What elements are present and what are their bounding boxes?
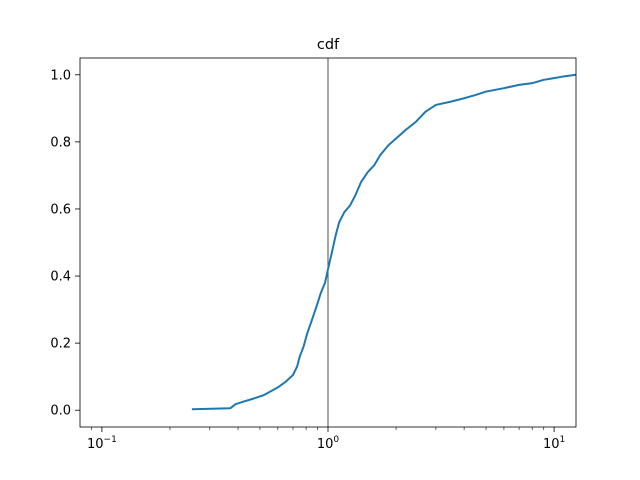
y-tick-label: 0.8	[50, 135, 71, 150]
plot-area	[191, 58, 576, 427]
cdf-series-line	[191, 73, 576, 411]
chart-title: cdf	[317, 37, 340, 53]
y-tick-label: 0.2	[50, 337, 71, 352]
x-tick-label: 100	[317, 435, 340, 452]
x-tick-label: 10−1	[87, 435, 117, 452]
y-tick-label: 0.0	[50, 404, 71, 419]
y-axis: 0.0 0.2 0.4 0.6 0.8 1.0	[50, 68, 80, 419]
y-tick-label: 0.6	[50, 202, 71, 217]
x-axis: 10−1 100 101	[87, 427, 565, 452]
y-tick-label: 0.4	[50, 270, 71, 285]
x-tick-label: 101	[543, 435, 565, 452]
y-tick-label: 1.0	[50, 68, 71, 83]
